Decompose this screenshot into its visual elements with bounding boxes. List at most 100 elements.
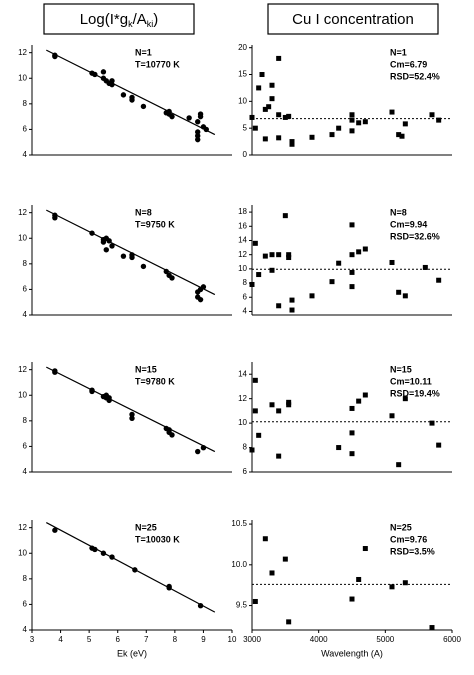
y-tick-label: 6	[23, 442, 28, 451]
point	[109, 554, 115, 560]
point	[276, 453, 282, 459]
x-tick-label: 6000	[443, 635, 461, 644]
annotation: T=9780 K	[135, 376, 175, 386]
point	[169, 275, 175, 281]
point	[197, 111, 204, 117]
point	[276, 303, 282, 309]
y-tick-label: 16	[238, 221, 247, 230]
x-tick-label: 4	[58, 635, 63, 644]
point	[92, 546, 98, 553]
annotation: N=8	[390, 207, 407, 217]
point	[329, 279, 335, 285]
point	[120, 92, 127, 98]
annotation: N=1	[390, 47, 407, 57]
y-tick-label: 4	[23, 150, 28, 159]
point	[289, 307, 295, 313]
point	[100, 239, 107, 245]
header-box	[43, 3, 195, 35]
point	[109, 243, 115, 249]
point	[109, 78, 115, 84]
annotation: N=1	[135, 47, 152, 57]
point	[92, 71, 98, 78]
point	[100, 550, 107, 556]
y-tick-label: 6	[23, 285, 28, 294]
y-tick-label: 6	[243, 292, 248, 301]
point	[259, 72, 265, 78]
point	[269, 402, 275, 408]
point	[286, 252, 292, 258]
annotation: RSD=3.5%	[390, 546, 435, 556]
y-tick-label: 12	[238, 394, 247, 403]
y-tick-label: 12	[18, 208, 27, 217]
point	[286, 399, 292, 405]
point	[129, 252, 135, 258]
header-sub: ki	[147, 19, 154, 29]
fit-line	[46, 366, 216, 453]
point	[269, 267, 275, 273]
y-tick-label: 10	[18, 548, 27, 557]
point	[282, 213, 288, 219]
point	[262, 106, 268, 112]
point	[169, 432, 175, 438]
point	[140, 263, 147, 270]
y-tick-label: 12	[238, 250, 247, 259]
y-tick-label: 8	[23, 416, 28, 425]
point	[362, 119, 368, 125]
point	[129, 415, 135, 421]
x-axis-label: Ek (eV)	[117, 648, 147, 658]
point	[129, 411, 135, 418]
point	[252, 408, 258, 414]
annotation: RSD=52.4%	[390, 71, 440, 81]
y-tick-label: 4	[243, 307, 248, 316]
y-tick-label: 14	[238, 236, 247, 245]
point	[103, 247, 109, 253]
x-tick-label: 4000	[310, 635, 328, 644]
point	[262, 536, 268, 542]
y-tick-label: 14	[238, 369, 247, 378]
point	[256, 272, 262, 278]
point	[436, 277, 442, 283]
point	[109, 81, 115, 88]
point	[195, 133, 201, 139]
point	[356, 120, 362, 126]
point	[252, 125, 258, 131]
point	[422, 264, 428, 270]
point	[309, 293, 315, 299]
y-tick-label: 12	[18, 365, 27, 374]
y-tick-label: 4	[23, 467, 28, 476]
point	[356, 576, 362, 582]
point	[389, 259, 395, 265]
point	[266, 104, 272, 110]
point	[396, 289, 402, 295]
point	[52, 527, 58, 533]
point	[195, 119, 201, 125]
header-sub: k	[128, 19, 133, 29]
point	[349, 117, 355, 123]
point	[349, 269, 355, 275]
point	[276, 408, 282, 414]
point	[329, 132, 335, 138]
point	[249, 114, 255, 120]
point	[349, 284, 355, 290]
point	[100, 69, 107, 75]
point	[402, 580, 408, 586]
point	[276, 112, 282, 118]
annotation: T=10770 K	[135, 59, 180, 69]
point	[106, 238, 112, 244]
annotation: N=25	[390, 522, 412, 532]
point	[349, 596, 355, 602]
header-part: )	[153, 11, 158, 28]
y-tick-label: 8	[23, 99, 28, 108]
y-tick-label: 18	[238, 207, 247, 216]
point	[402, 396, 408, 402]
point	[389, 584, 395, 590]
point	[336, 445, 342, 451]
point	[289, 139, 295, 145]
x-tick-label: 3000	[243, 635, 261, 644]
x-tick-label: 10	[228, 635, 237, 644]
header-box	[267, 3, 439, 35]
annotation: N=25	[135, 522, 157, 532]
point	[286, 619, 292, 625]
point	[106, 397, 112, 404]
y-tick-label: 10	[18, 73, 27, 82]
